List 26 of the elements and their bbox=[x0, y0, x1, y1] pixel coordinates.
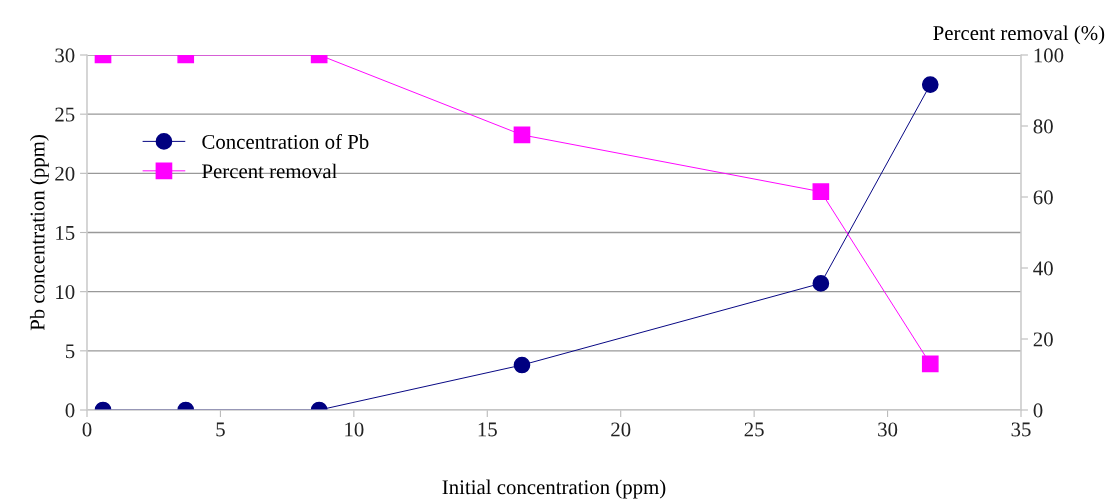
x-tick-label: 10 bbox=[345, 422, 364, 437]
y-axis-title: Pb concentration (ppm) bbox=[29, 135, 49, 331]
y-tick-label: 10 bbox=[56, 285, 75, 300]
y2-tick-label: 60 bbox=[1033, 190, 1053, 205]
x-tick-label: 15 bbox=[478, 422, 497, 437]
y2-tick-label: 100 bbox=[1034, 48, 1064, 63]
x-tick-label: 25 bbox=[744, 422, 764, 437]
x-tick-label: 0 bbox=[82, 422, 92, 437]
y-tick-label: 20 bbox=[55, 166, 75, 181]
x-tick-label: 5 bbox=[216, 422, 225, 437]
x-tick-label: 20 bbox=[611, 422, 631, 437]
y2-axis-title: Percent removal (%) bbox=[933, 25, 1105, 45]
y2-tick-label: 20 bbox=[1033, 332, 1053, 347]
x-tick-label: 30 bbox=[878, 422, 898, 437]
y-tick-label: 15 bbox=[56, 225, 75, 240]
y-tick-label: 30 bbox=[55, 48, 75, 63]
y2-tick-label: 40 bbox=[1033, 261, 1053, 276]
y-tick-label: 25 bbox=[55, 107, 75, 122]
y-tick-label: 0 bbox=[65, 403, 75, 418]
legend-label: Percent removal bbox=[202, 163, 337, 179]
x-axis-title: Initial concentration (ppm) bbox=[442, 479, 666, 499]
x-tick-label: 35 bbox=[1011, 422, 1031, 437]
legend-label: Concentration of Pb bbox=[202, 134, 369, 149]
y2-tick-label: 0 bbox=[1033, 403, 1043, 418]
y2-tick-label: 80 bbox=[1033, 119, 1053, 134]
y-tick-label: 5 bbox=[65, 344, 75, 359]
